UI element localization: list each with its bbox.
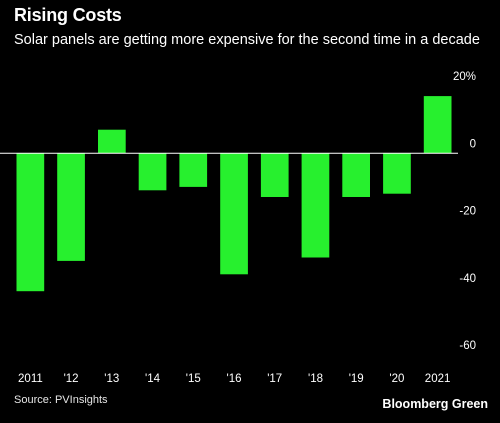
y-tick-label-4: -60: [459, 340, 476, 352]
bar-5: [220, 153, 248, 275]
x-tick-label-1: '12: [64, 373, 79, 385]
x-tick-label-2: '13: [104, 373, 119, 385]
x-tick-label-7: '18: [308, 373, 323, 385]
chart-title: Rising Costs: [14, 5, 122, 25]
x-tick-label-8: '19: [349, 373, 364, 385]
source-note: Source: PVInsights: [14, 394, 108, 406]
bar-0: [16, 153, 45, 292]
y-tick-label-0: 20%: [453, 71, 476, 83]
bar-8: [342, 153, 370, 197]
bar-7: [301, 153, 330, 258]
bar-3: [138, 153, 167, 191]
bar-10: [423, 96, 452, 154]
x-tick-label-9: '20: [389, 373, 404, 385]
bar-6: [260, 153, 289, 197]
x-tick-label-3: '14: [145, 373, 161, 385]
bar-1: [57, 153, 85, 261]
y-axis-ticks: 20% 0 -20 -40 -60: [453, 71, 476, 352]
bars-group: [16, 96, 452, 292]
y-tick-label-2: -20: [459, 206, 476, 218]
bar-4: [179, 153, 208, 187]
y-tick-label-3: -40: [459, 273, 476, 285]
bar-2: [98, 129, 126, 154]
brand-logo: Bloomberg Green: [382, 397, 488, 411]
x-tick-label-10: 2021: [425, 373, 451, 385]
chart-subtitle: Solar panels are getting more expensive …: [14, 32, 480, 48]
y-tick-label-1: 0: [470, 138, 476, 150]
bar-9: [383, 153, 411, 194]
x-tick-label-4: '15: [186, 373, 201, 385]
x-tick-label-6: '17: [267, 373, 282, 385]
x-axis-ticks: 2011 '12 '13 '14 '15 '16 '17 '18 '19 '20 2021: [18, 373, 450, 385]
x-tick-label-0: 2011: [18, 373, 43, 385]
x-tick-label-5: '16: [227, 373, 242, 385]
